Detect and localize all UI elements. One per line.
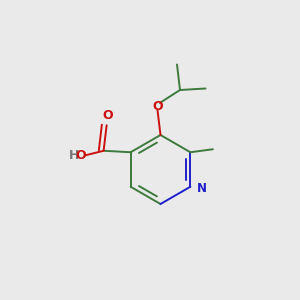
Text: H: H [69,149,80,162]
Text: O: O [152,100,163,113]
Text: N: N [197,182,207,195]
Text: O: O [103,109,113,122]
Text: O: O [75,149,86,162]
